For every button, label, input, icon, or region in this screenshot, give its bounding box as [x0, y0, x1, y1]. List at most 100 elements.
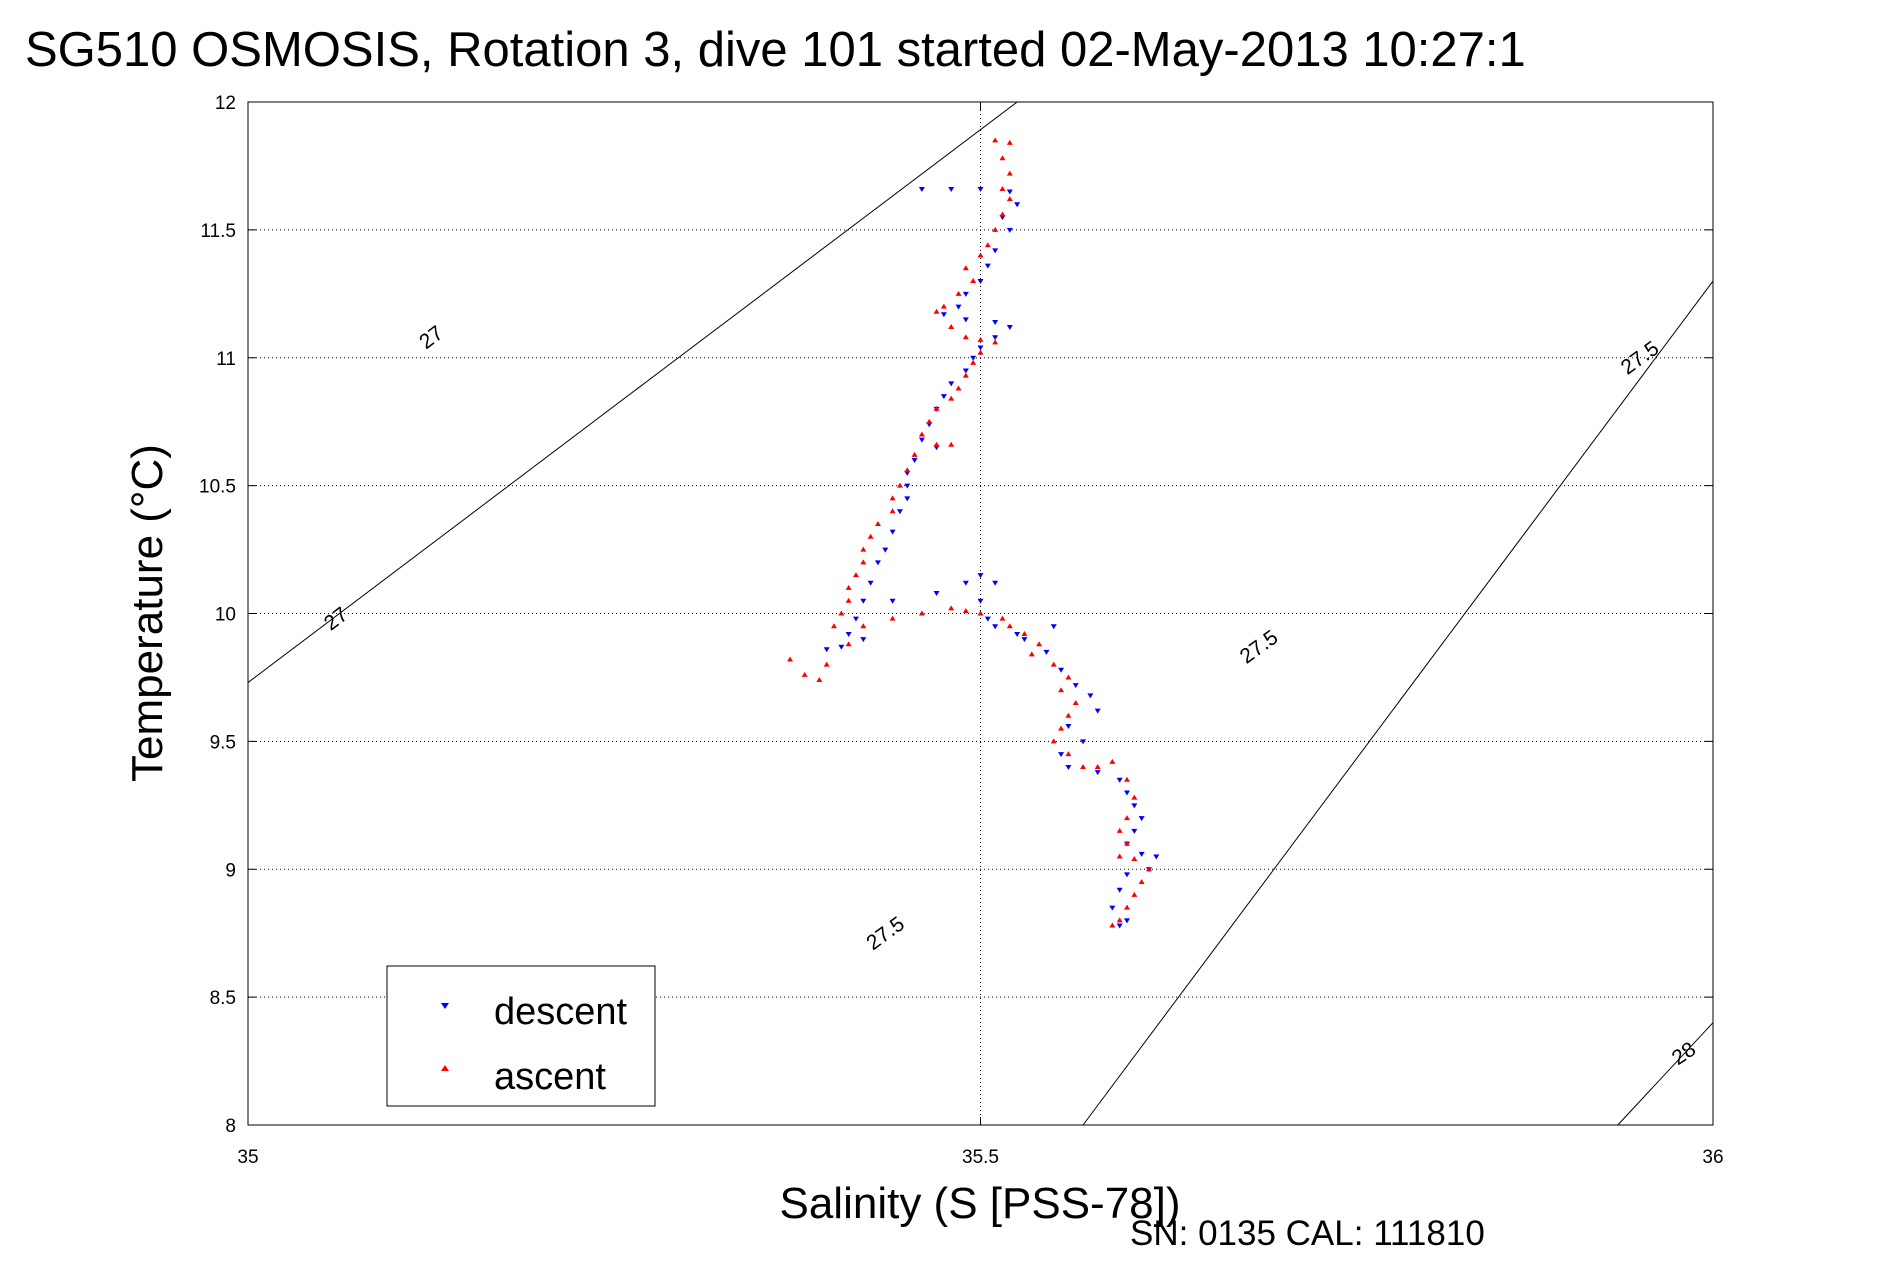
descent-point [940, 312, 947, 318]
ascent-point [823, 661, 830, 667]
ascent-point [999, 211, 1006, 217]
descent-point [845, 631, 852, 637]
ascent-point [1065, 712, 1072, 718]
ascent-point [948, 324, 955, 330]
descent-point [838, 644, 845, 650]
ascent-point [874, 520, 881, 526]
ascent-point [970, 278, 977, 284]
descent-point [977, 573, 984, 579]
descent-point [962, 317, 969, 323]
descent-point [860, 598, 867, 604]
ascent-point [1006, 196, 1013, 202]
ascent-point [1116, 827, 1123, 833]
y-tick-label: 10.5 [199, 477, 236, 498]
descent-point [1043, 649, 1050, 655]
descent-point [823, 647, 830, 653]
ascent-point [1145, 866, 1152, 872]
ascent-point [831, 623, 837, 629]
descent-point [992, 580, 999, 586]
y-tick-label: 9 [225, 860, 236, 881]
ascent-point [918, 431, 925, 437]
descent-point [1153, 854, 1160, 860]
descent-point [948, 381, 955, 387]
descent-point [1124, 918, 1130, 924]
descent-point [882, 547, 889, 553]
descent-point [1065, 764, 1072, 770]
ascent-point [933, 405, 940, 411]
ascent-point [1058, 725, 1065, 731]
ascent-point [940, 303, 947, 309]
descent-point [1065, 724, 1072, 730]
ascent-point [1131, 856, 1138, 862]
y-axis-label: Temperature (°C) [123, 444, 172, 782]
descent-point [992, 248, 999, 254]
descent-point [1138, 816, 1145, 822]
descent-point [1087, 693, 1094, 699]
ascent-point [1109, 922, 1116, 928]
ascent-point [977, 349, 984, 355]
data-points [787, 137, 1160, 929]
descent-point [1072, 683, 1079, 689]
descent-point [1109, 905, 1116, 911]
legend-descent-label: descent [494, 991, 628, 1033]
ascent-point [992, 137, 999, 143]
descent-point [977, 186, 984, 192]
y-tick-label: 10 [215, 605, 236, 626]
descent-point [977, 598, 984, 604]
ascent-point [787, 656, 794, 662]
ascent-point [984, 242, 991, 248]
descent-point [962, 580, 969, 586]
ascent-point [1028, 651, 1035, 657]
legend-box [386, 965, 656, 1107]
descent-point [977, 345, 984, 351]
ascent-point [1050, 661, 1057, 667]
ascent-point [992, 339, 999, 345]
ascent-point [977, 252, 984, 258]
descent-point [889, 529, 896, 535]
legend-ascent-marker [441, 1065, 449, 1071]
descent-point [1094, 708, 1101, 714]
ascent-point [1109, 758, 1116, 764]
descent-point [1006, 227, 1013, 233]
descent-point [918, 186, 925, 192]
ascent-point [860, 546, 867, 552]
ascent-point [852, 572, 859, 578]
descent-point [1021, 637, 1028, 643]
ascent-point [1116, 853, 1123, 859]
y-tick-label: 8.5 [210, 988, 236, 1009]
ascent-point [1006, 139, 1013, 145]
ascent-point [1131, 794, 1138, 800]
ascent-point [933, 308, 940, 314]
ascent-point [1124, 776, 1130, 782]
y-axis-ticks: 8 8.5 9 9.5 10 10.5 11 11.5 12 [199, 93, 1713, 1137]
ascent-point [904, 467, 911, 473]
ascent-point [933, 441, 940, 447]
y-tick-label: 11.5 [200, 221, 236, 242]
contour-28 [1617, 1022, 1714, 1126]
x-axis-label: Salinity (S [PSS-78]) [779, 1179, 1180, 1228]
descent-point [948, 186, 955, 192]
ascent-point [999, 615, 1006, 621]
descent-point [1116, 887, 1123, 893]
grid-lines [248, 102, 1713, 1125]
ascent-point [1124, 904, 1130, 910]
ascent-point [977, 610, 984, 616]
ascent-point [889, 495, 896, 501]
x-tick-label: 35 [237, 1147, 258, 1168]
ascent-point [1065, 751, 1072, 757]
x-tick-label: 36 [1702, 1147, 1723, 1168]
legend-ascent-label: ascent [494, 1056, 606, 1098]
ascent-point [1124, 815, 1130, 821]
descent-point [992, 319, 999, 325]
descent-point [1050, 624, 1057, 630]
descent-point [1014, 631, 1021, 637]
descent-point [1116, 923, 1123, 929]
descent-point [860, 637, 867, 643]
ascent-point [889, 508, 896, 514]
ascent-point [999, 185, 1006, 191]
descent-point [940, 394, 947, 400]
chart-title: SG510 OSMOSIS, Rotation 3, dive 101 star… [25, 23, 1526, 77]
descent-point [1131, 828, 1138, 834]
descent-point [918, 437, 925, 443]
